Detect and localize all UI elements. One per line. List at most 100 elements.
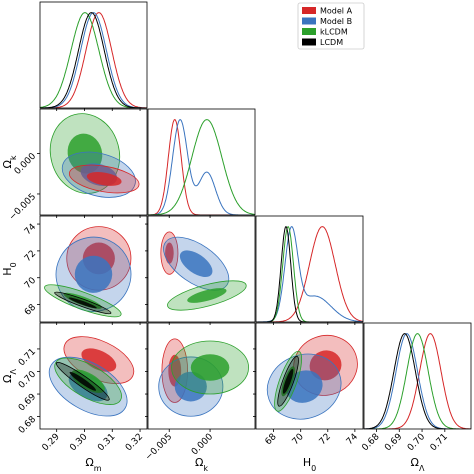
panel — [160, 231, 247, 311]
panel — [256, 225, 363, 322]
y-tick-label: 0.000 — [13, 151, 38, 176]
contour-inner — [190, 354, 230, 381]
axis-label: H0 — [1, 262, 18, 275]
panel-frame — [39, 108, 148, 216]
y-tick-label: 0.68 — [17, 414, 38, 435]
axis-subscript: m — [94, 464, 102, 473]
axis-subscript: k — [9, 155, 18, 160]
density-curve — [256, 225, 363, 322]
panel-frame — [363, 322, 472, 430]
axis-label: ΩΛ — [411, 456, 425, 473]
contour-inner — [187, 288, 227, 303]
y-tick-label: 68 — [23, 302, 38, 317]
contour-inner — [86, 171, 122, 186]
x-tick-label: 0.68 — [360, 432, 381, 453]
density-curve — [40, 12, 147, 108]
panel — [48, 336, 135, 417]
panel-frame — [255, 215, 364, 323]
legend-swatch — [302, 38, 316, 46]
density-curve — [256, 225, 363, 322]
panel — [40, 12, 147, 108]
contour-inner — [309, 350, 342, 381]
y-tick-label: 0.70 — [17, 369, 38, 390]
contour-inner — [63, 292, 102, 309]
panel-frame — [147, 215, 256, 323]
panel — [364, 333, 471, 429]
density-curve — [40, 12, 147, 108]
x-tick-label: 0.69 — [383, 432, 404, 453]
panel-frame — [147, 322, 256, 430]
axis-subscript: Λ — [9, 369, 18, 375]
panel-frame — [255, 322, 364, 430]
panel — [158, 338, 249, 417]
legend-label: kLCDM — [320, 28, 348, 37]
axis-subscript: 0 — [9, 262, 18, 267]
x-tick-label: 0.71 — [429, 432, 450, 453]
axis-label: Ωk — [1, 155, 18, 168]
y-tick-label: 0.69 — [17, 392, 38, 413]
panel-frame — [39, 215, 148, 323]
y-tick-label: −0.005 — [7, 192, 38, 223]
legend-label: LCDM — [320, 38, 343, 47]
legend-swatch — [302, 7, 316, 14]
axis-symbol: Ω — [411, 456, 419, 469]
contour-inner — [68, 297, 97, 309]
legend-swatch — [302, 17, 316, 25]
contour-inner — [71, 369, 105, 393]
y-tick-label: 70 — [23, 276, 38, 291]
x-tick-label: 0.30 — [68, 432, 89, 453]
density-curve — [148, 119, 255, 215]
axis-label: ΩΛ — [1, 369, 18, 383]
panel — [49, 113, 140, 198]
density-curve — [364, 333, 471, 429]
legend-swatch — [302, 28, 316, 35]
x-tick-label: 70 — [291, 432, 306, 447]
x-tick-label: 0.32 — [124, 432, 145, 453]
legend-label: Model B — [320, 17, 352, 26]
contour-inner — [165, 242, 174, 264]
y-tick-label: 72 — [23, 249, 38, 264]
density-curve — [148, 119, 255, 215]
panel — [266, 335, 358, 420]
x-tick-label: 74 — [345, 432, 360, 447]
axis-symbol: H — [303, 456, 311, 469]
x-tick-label: 72 — [318, 432, 333, 447]
x-tick-label: 0.000 — [190, 432, 215, 457]
x-tick-label: −0.005 — [144, 432, 175, 463]
contour-inner — [179, 250, 213, 277]
density-curve — [148, 119, 255, 215]
x-tick-label: 0.29 — [41, 432, 62, 453]
contour-inner — [174, 371, 207, 402]
contour-inner — [282, 368, 294, 394]
legend-box — [297, 2, 365, 50]
panel — [148, 119, 255, 215]
panel-frame — [147, 108, 256, 216]
contour-inner — [69, 371, 97, 391]
contour-inner — [81, 348, 117, 372]
axis-subscript: k — [203, 464, 208, 473]
axis-symbol: Ω — [195, 456, 203, 469]
panel-frame — [39, 1, 148, 109]
density-curve — [256, 226, 363, 322]
axis-label: H0 — [303, 456, 316, 473]
y-tick-label: 74 — [23, 222, 38, 237]
axis-symbol: Ω — [1, 160, 14, 168]
x-tick-label: 68 — [264, 432, 279, 447]
axis-label: Ωm — [85, 456, 101, 473]
axis-subscript: 0 — [311, 464, 316, 473]
x-tick-label: 0.31 — [96, 432, 117, 453]
axis-symbol: Ω — [1, 375, 14, 383]
axis-symbol: H — [1, 267, 14, 275]
contour-inner — [74, 255, 113, 293]
density-curve — [364, 333, 471, 429]
density-curve — [40, 12, 147, 108]
panel-frame — [39, 322, 148, 430]
y-tick-label: 0.71 — [17, 347, 38, 368]
axis-subscript: Λ — [419, 464, 425, 473]
legend-label: Model A — [320, 7, 353, 16]
x-tick-label: 0.70 — [406, 432, 427, 453]
panel — [44, 226, 132, 318]
axis-symbol: Ω — [85, 456, 93, 469]
axis-label: Ωk — [195, 456, 208, 473]
